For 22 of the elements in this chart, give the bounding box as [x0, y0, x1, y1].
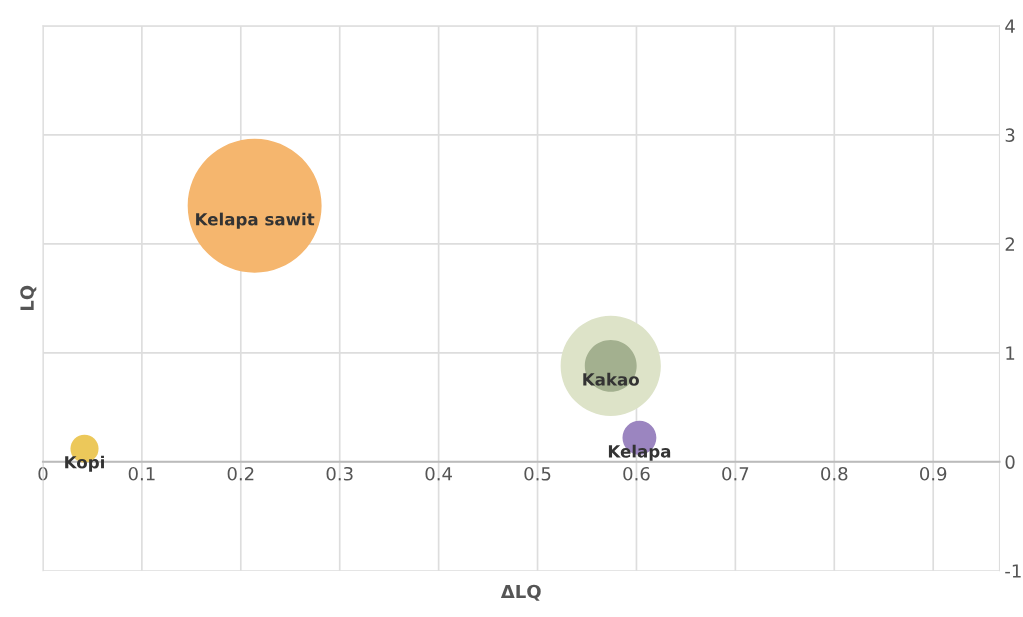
x-tick-label: 0.1 [128, 466, 155, 481]
x-tick-label: 0.4 [425, 466, 452, 481]
x-tick-label: 0.2 [227, 466, 254, 481]
series-label: Kakao [583, 372, 639, 386]
series-label: Kelapa sawit [196, 212, 315, 229]
x-tick-label: 0.5 [524, 466, 551, 481]
x-axis-title: ΔLQ [500, 584, 541, 601]
x-tick-label: 0.8 [821, 466, 848, 481]
x-tick-label: 0.9 [920, 466, 947, 481]
series-label: Kopi [65, 455, 104, 472]
x-tick-label: 0.3 [326, 466, 353, 481]
y-axis-title: LQ [20, 285, 37, 311]
series-label: Kelapa [608, 444, 671, 461]
x-tick-label: 0.7 [722, 466, 749, 481]
x-tick-label: 0.6 [623, 466, 650, 481]
y-tick-label: 0 [1005, 455, 1015, 469]
y-tick-label: 3 [1005, 128, 1015, 142]
y-tick-label: 4 [1005, 19, 1015, 33]
y-tick-label: -1 [1005, 564, 1021, 578]
y-tick-label: 2 [1005, 237, 1015, 251]
y-tick-label: 1 [1006, 346, 1015, 360]
x-tick-label: 0 [38, 466, 48, 481]
